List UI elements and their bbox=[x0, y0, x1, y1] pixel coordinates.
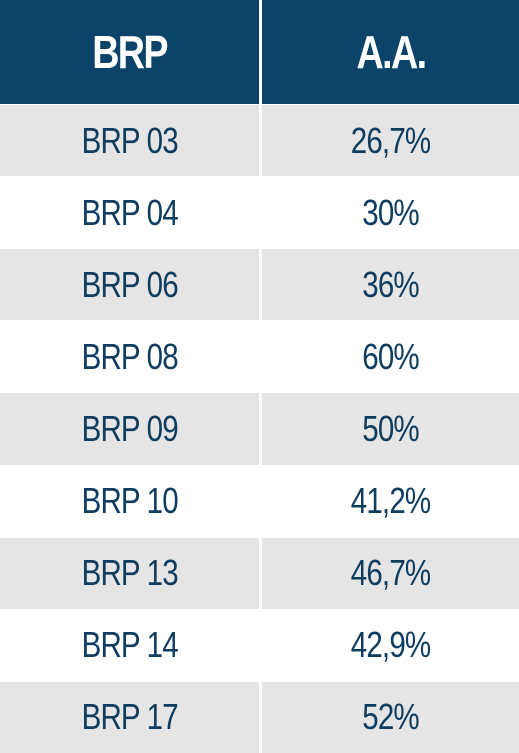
brp-cell: BRP 08 bbox=[0, 320, 262, 393]
brp-value: BRP 03 bbox=[81, 119, 178, 161]
column-header-label: BRP bbox=[92, 26, 168, 78]
table-body: BRP 03 26,7% BRP 04 30% BRP 06 36% BRP 08 60% BR… bbox=[0, 104, 519, 753]
brp-cell: BRP 06 bbox=[0, 248, 262, 321]
table-row: BRP 04 30% bbox=[0, 176, 519, 249]
table-row: BRP 03 26,7% bbox=[0, 104, 519, 177]
aa-value: 52% bbox=[362, 696, 419, 738]
brp-cell: BRP 09 bbox=[0, 392, 262, 465]
aa-cell: 42,9% bbox=[262, 608, 519, 681]
aa-value: 30% bbox=[362, 191, 419, 233]
brp-cell: BRP 14 bbox=[0, 608, 262, 681]
brp-value: BRP 17 bbox=[81, 696, 178, 738]
aa-cell: 41,2% bbox=[262, 464, 519, 537]
aa-value: 26,7% bbox=[350, 119, 431, 161]
aa-value: 60% bbox=[362, 335, 419, 377]
table-header: BRP A.A. bbox=[0, 0, 519, 104]
aa-value: 50% bbox=[362, 407, 419, 449]
header-row: BRP A.A. bbox=[0, 0, 519, 104]
aa-cell: 36% bbox=[262, 248, 519, 321]
table-row: BRP 14 42,9% bbox=[0, 608, 519, 681]
aa-cell: 46,7% bbox=[262, 536, 519, 609]
aa-value: 42,9% bbox=[350, 624, 431, 666]
table-row: BRP 13 46,7% bbox=[0, 536, 519, 609]
aa-value: 46,7% bbox=[350, 552, 431, 594]
table-row: BRP 09 50% bbox=[0, 392, 519, 465]
column-header-aa: A.A. bbox=[262, 0, 519, 104]
brp-cell: BRP 10 bbox=[0, 464, 262, 537]
aa-value: 36% bbox=[362, 263, 419, 305]
brp-cell: BRP 03 bbox=[0, 104, 262, 177]
brp-value: BRP 09 bbox=[81, 407, 178, 449]
aa-cell: 50% bbox=[262, 392, 519, 465]
brp-cell: BRP 17 bbox=[0, 680, 262, 753]
aa-value: 41,2% bbox=[350, 480, 431, 522]
aa-cell: 60% bbox=[262, 320, 519, 393]
brp-value: BRP 04 bbox=[81, 191, 178, 233]
table-row: BRP 17 52% bbox=[0, 680, 519, 753]
table-row: BRP 10 41,2% bbox=[0, 464, 519, 537]
aa-cell: 52% bbox=[262, 680, 519, 753]
table-row: BRP 08 60% bbox=[0, 320, 519, 393]
brp-value: BRP 10 bbox=[81, 480, 178, 522]
brp-value: BRP 06 bbox=[81, 263, 178, 305]
column-header-label: A.A. bbox=[356, 26, 427, 78]
column-header-brp: BRP bbox=[0, 0, 262, 104]
brp-cell: BRP 13 bbox=[0, 536, 262, 609]
aa-cell: 26,7% bbox=[262, 104, 519, 177]
brp-value: BRP 13 bbox=[81, 552, 178, 594]
table-row: BRP 06 36% bbox=[0, 248, 519, 321]
brp-value: BRP 08 bbox=[81, 335, 178, 377]
brp-cell: BRP 04 bbox=[0, 176, 262, 249]
aa-cell: 30% bbox=[262, 176, 519, 249]
brp-value: BRP 14 bbox=[81, 624, 178, 666]
